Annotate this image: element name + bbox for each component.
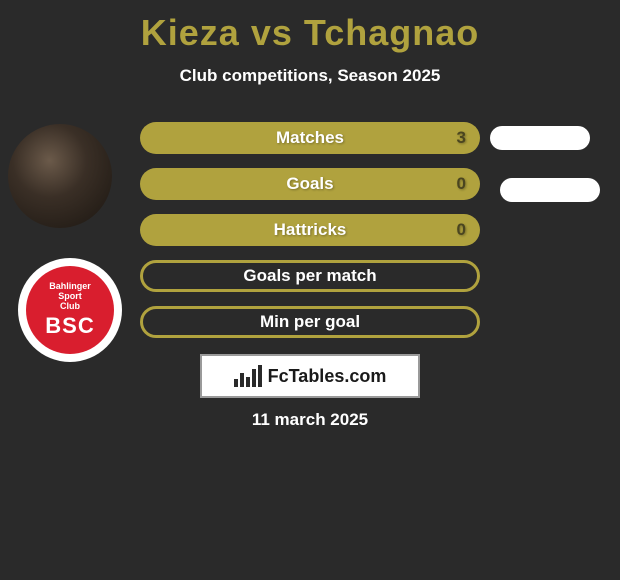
stat-label-goals: Goals	[286, 174, 333, 194]
brand-logo: FcTables.com	[200, 354, 420, 398]
date-text: 11 march 2025	[0, 410, 620, 430]
stat-bar-gpm: Goals per match	[140, 260, 480, 292]
stat-value-matches: 3	[457, 128, 466, 148]
stat-value-goals: 0	[457, 174, 466, 194]
stat-bar-mpg: Min per goal	[140, 306, 480, 338]
brand-text: FcTables.com	[268, 366, 387, 387]
badge-line3: Club	[60, 302, 80, 312]
stat-row-matches: Matches 3	[140, 122, 480, 154]
stat-bar-matches: Matches 3	[140, 122, 480, 154]
page-title: Kieza vs Tchagnao	[0, 0, 620, 54]
stat-label-mpg: Min per goal	[260, 312, 360, 332]
stat-row-mpg: Min per goal	[140, 306, 480, 338]
stat-pill-right-goals	[500, 178, 600, 202]
club-badge: Bahlinger Sport Club BSC	[18, 258, 122, 362]
stat-row-goals: Goals 0	[140, 168, 480, 200]
player-photo	[8, 124, 112, 228]
stat-label-hattricks: Hattricks	[274, 220, 347, 240]
stat-label-gpm: Goals per match	[243, 266, 376, 286]
stat-bar-hattricks: Hattricks 0	[140, 214, 480, 246]
stat-pill-right-matches	[490, 126, 590, 150]
badge-abbrev: BSC	[45, 314, 94, 338]
stat-value-hattricks: 0	[457, 220, 466, 240]
chart-icon	[234, 365, 262, 387]
stat-bar-goals: Goals 0	[140, 168, 480, 200]
stat-row-gpm: Goals per match	[140, 260, 480, 292]
stat-label-matches: Matches	[276, 128, 344, 148]
stat-row-hattricks: Hattricks 0	[140, 214, 480, 246]
club-badge-inner: Bahlinger Sport Club BSC	[26, 266, 114, 354]
subtitle: Club competitions, Season 2025	[0, 66, 620, 86]
